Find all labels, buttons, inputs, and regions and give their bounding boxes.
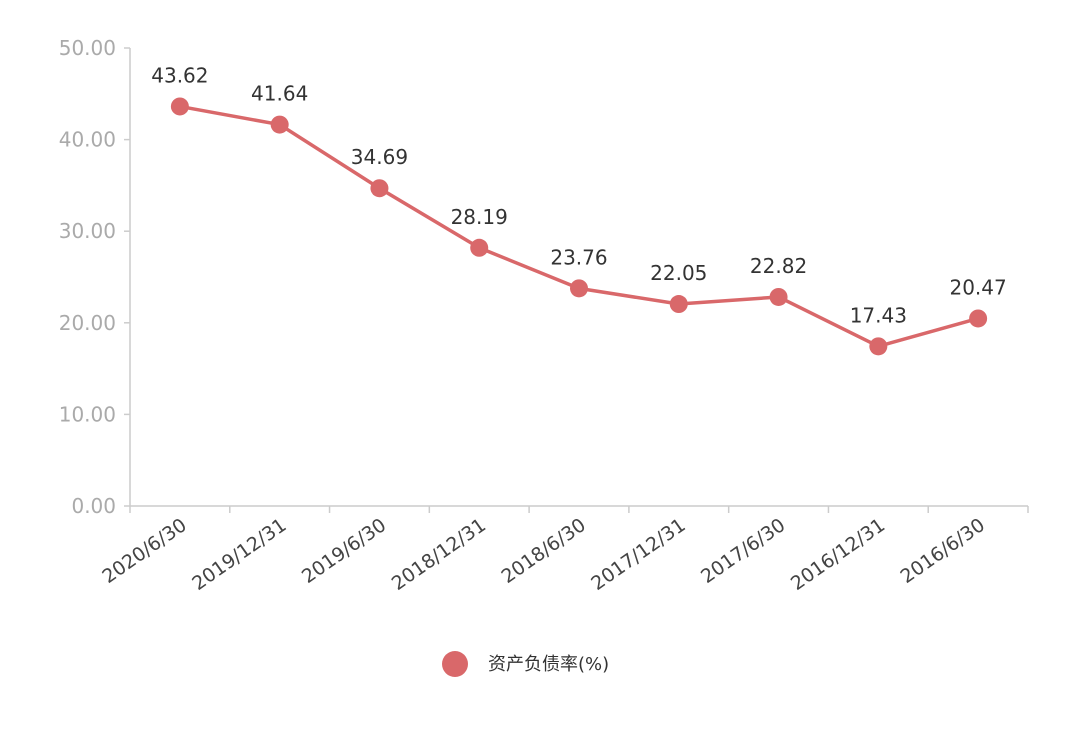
y-tick-label: 30.00: [59, 219, 116, 243]
x-tick-label: 2019/12/31: [188, 514, 290, 595]
x-tick-label: 2020/6/30: [98, 514, 190, 588]
data-point: [570, 279, 588, 298]
x-tick-label: 2017/6/30: [697, 514, 789, 588]
legend-marker: [442, 651, 468, 677]
y-tick-label: 20.00: [59, 311, 116, 335]
legend[interactable]: 资产负债率(%): [442, 651, 609, 677]
y-tick-label: 40.00: [59, 128, 116, 152]
data-label: 34.69: [351, 145, 408, 169]
data-point: [370, 179, 389, 198]
data-label: 20.47: [949, 275, 1006, 299]
data-label: 43.62: [151, 63, 208, 87]
data-label: 28.19: [451, 205, 508, 229]
x-tick-label: 2018/6/30: [497, 514, 589, 588]
x-tick-label: 2016/6/30: [897, 514, 989, 588]
x-tick-label: 2016/12/31: [787, 514, 889, 595]
y-tick-label: 0.00: [71, 494, 116, 518]
data-point: [669, 295, 688, 314]
x-tick-label: 2018/12/31: [388, 514, 490, 595]
data-point: [170, 97, 189, 116]
data-label: 23.76: [550, 245, 607, 269]
x-tick-label: 2019/6/30: [298, 514, 390, 588]
series-marks: 43.62 41.64 34.69 28.19 23.76 22.05 22.82 17.43…: [151, 63, 1007, 356]
data-point: [769, 287, 788, 306]
data-point: [869, 337, 888, 356]
legend-label: 资产负债率(%): [488, 654, 609, 675]
data-label: 22.82: [750, 254, 807, 278]
data-label: 17.43: [850, 303, 907, 327]
x-tick-label: 2017/12/31: [587, 514, 689, 595]
data-point: [969, 309, 988, 328]
data-label: 22.05: [650, 261, 707, 285]
data-point: [470, 238, 489, 257]
data-point: [270, 115, 289, 134]
y-tick-label: 50.00: [59, 36, 116, 60]
y-tick-label: 10.00: [59, 402, 116, 426]
data-label: 41.64: [251, 82, 308, 106]
